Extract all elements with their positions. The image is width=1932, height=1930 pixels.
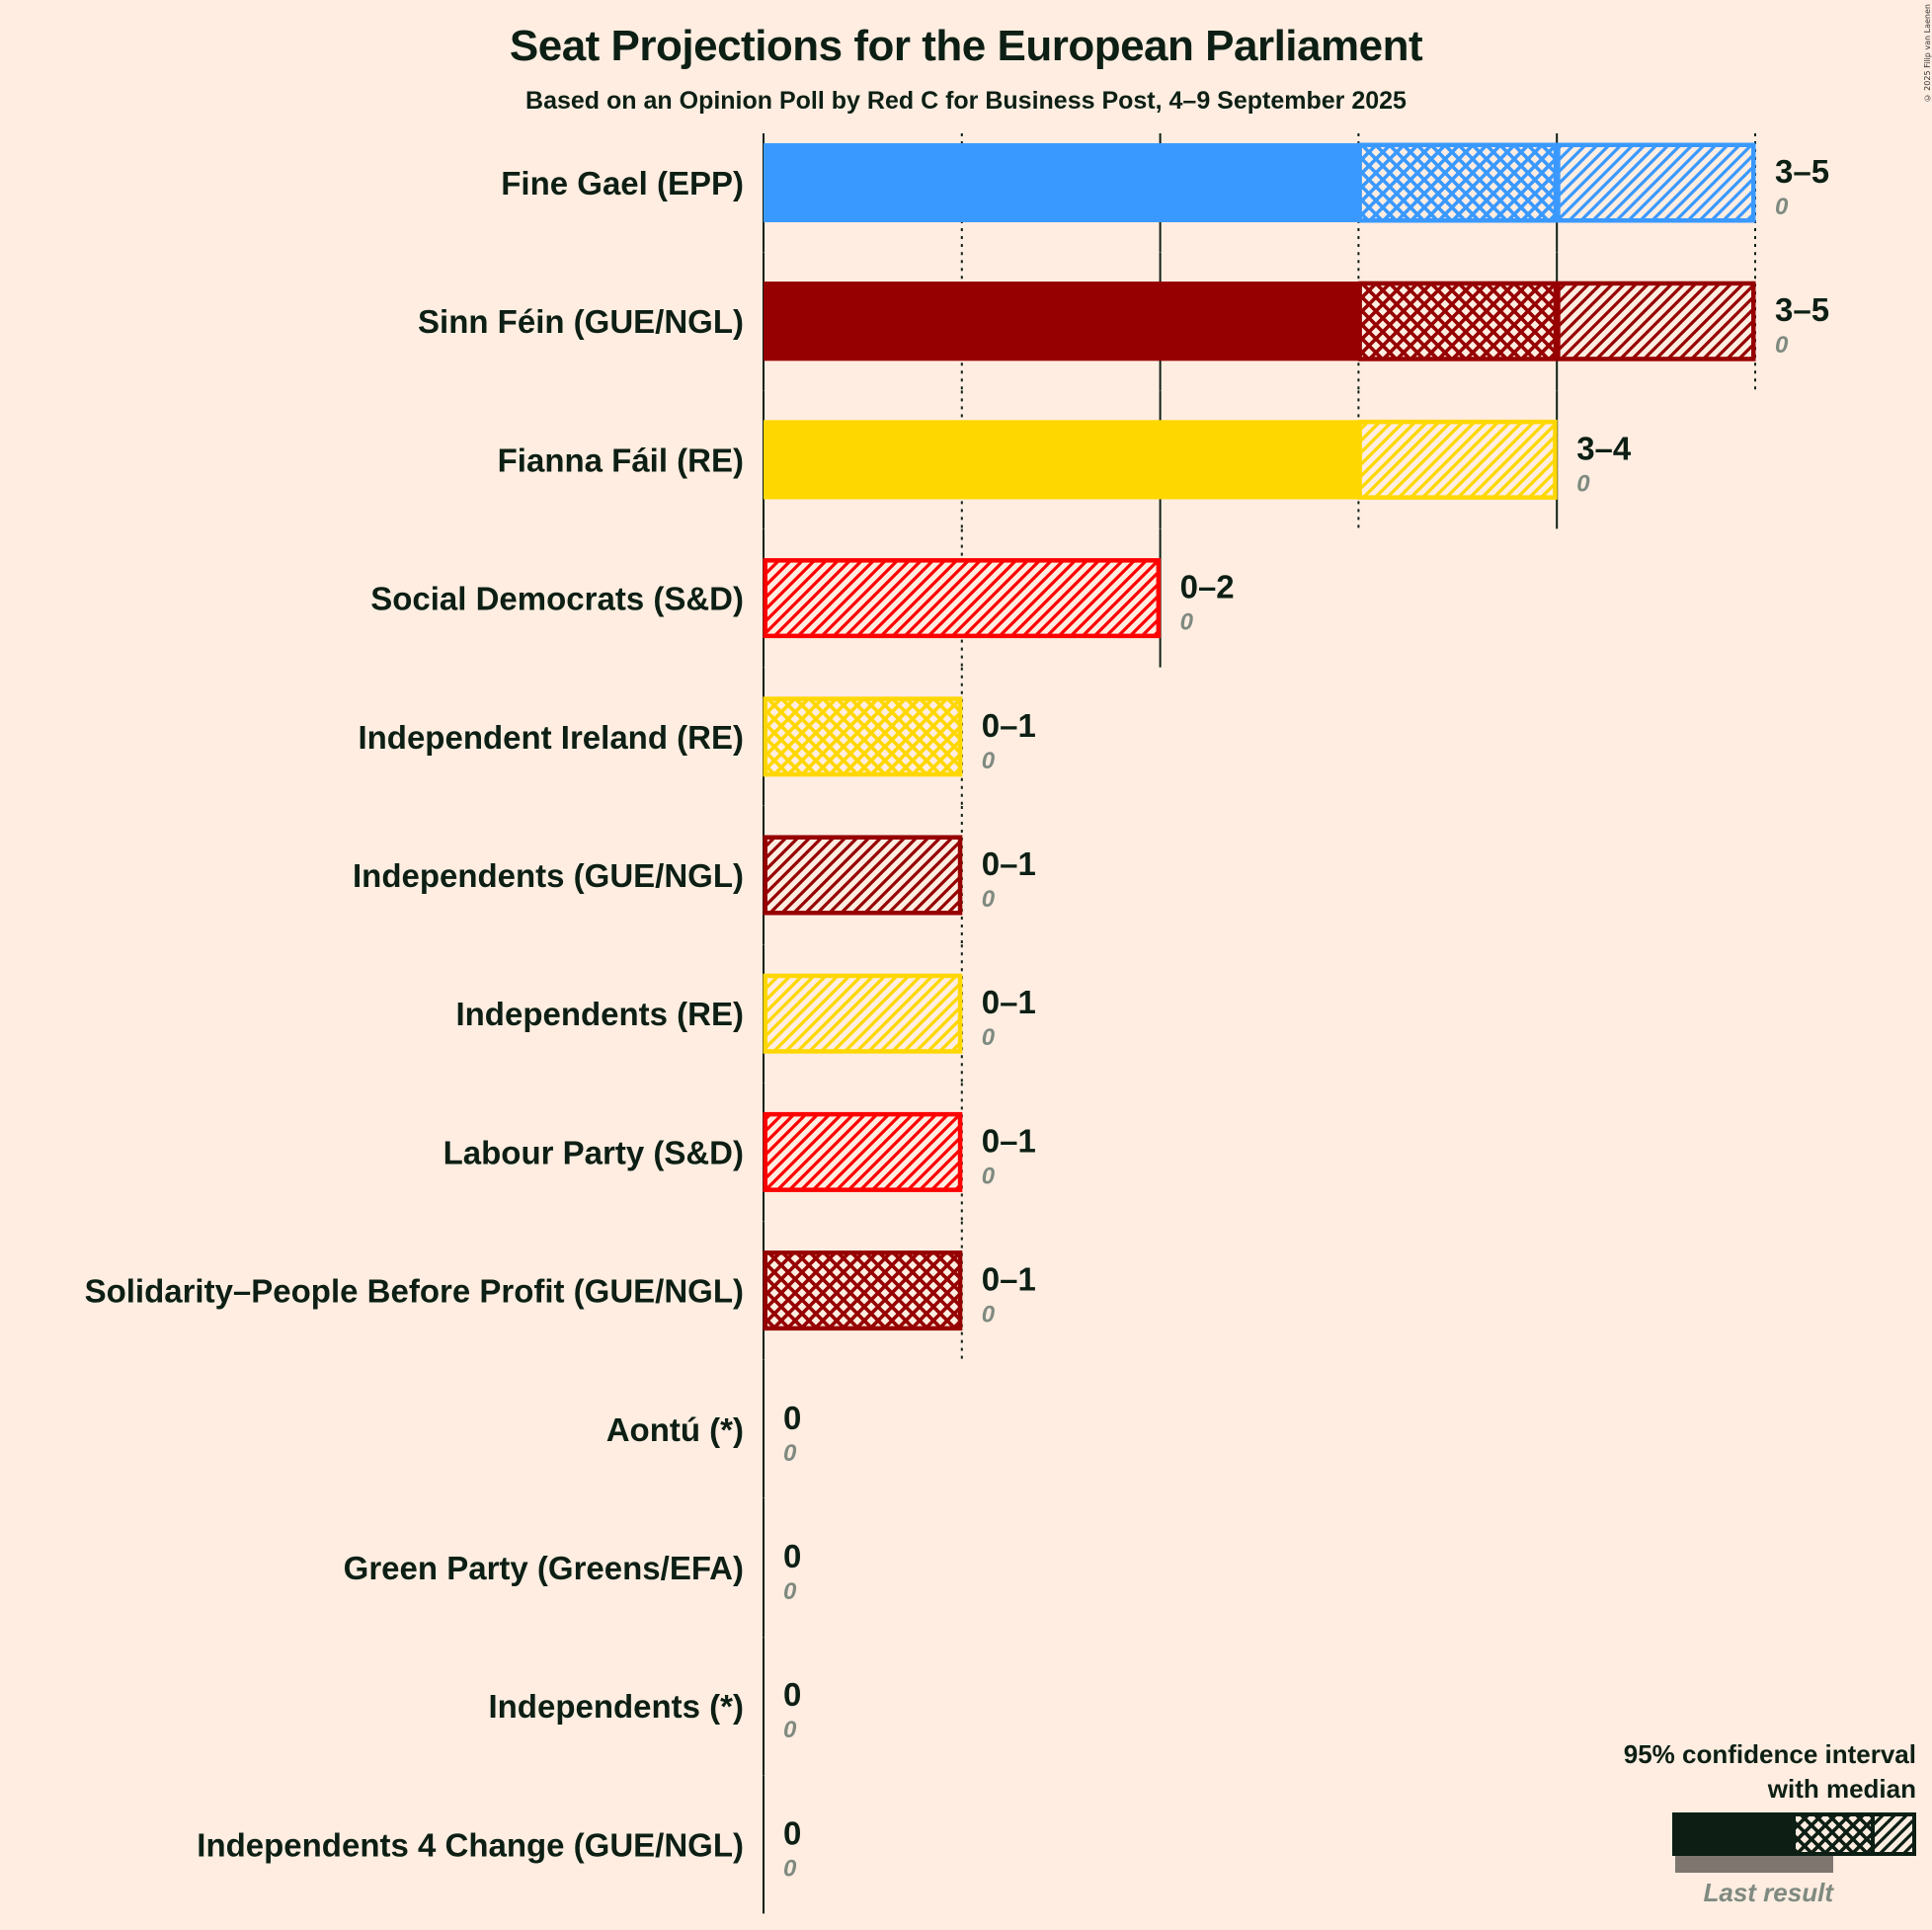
legend-solid-swatch [1672,1812,1794,1856]
range-label: 3–5 [1775,153,1829,190]
last-result-label: 0 [1576,470,1590,497]
bar-outline [764,420,1558,500]
bar-outline [764,1112,962,1192]
bar-outline [764,696,962,776]
party-label: Independents (GUE/NGL) [353,857,744,894]
last-result-label: 0 [982,886,996,913]
labels: Fine Gael (EPP) 3–5 0 Sinn Féin (GUE/NGL) 3–… [85,153,1830,1882]
bar-outline [764,1250,962,1330]
range-label: 3–5 [1775,291,1829,328]
range-label: 0–1 [982,1261,1036,1298]
range-label: 0–1 [982,845,1036,882]
range-label: 0 [783,1676,801,1713]
bar-upper-segment [1556,281,1756,362]
last-result-label: 0 [783,1578,797,1605]
bar-upper-segment [763,973,963,1054]
last-result-label: 0 [982,1163,996,1189]
bar-solid-segment [764,281,1359,362]
last-result-label: 0 [783,1440,797,1467]
bar-median-segment [1357,142,1558,223]
legend-title-line2: with median [1767,1774,1916,1804]
range-label: 3–4 [1576,430,1632,466]
range-label: 0 [783,1400,801,1436]
legend-upper-swatch [1871,1812,1916,1856]
party-label: Labour Party (S&D) [443,1134,744,1170]
party-label: Independents (*) [488,1688,744,1725]
legend-title-line1: 95% confidence interval [1624,1739,1916,1769]
last-result-label: 0 [982,1024,996,1051]
range-label: 0–1 [982,1122,1036,1159]
bar-outline [764,558,1161,638]
legend: 95% confidence interval with median Last r… [1624,1739,1916,1907]
bar-outline [764,281,1755,362]
last-result-label: 0 [1180,609,1194,636]
range-label: 0–1 [982,707,1036,744]
bar-median-segment [1357,281,1558,362]
chart-title: Seat Projections for the European Parlia… [509,22,1423,70]
party-label: Independents (RE) [455,996,744,1032]
chart-subtitle: Based on an Opinion Poll by Red C for Bu… [525,87,1407,115]
bar-upper-segment [763,1111,963,1192]
last-result-label: 0 [783,1717,797,1743]
bar-upper-segment [763,558,1162,639]
bar-upper-segment [1357,419,1558,500]
party-label: Solidarity–People Before Profit (GUE/NGL… [85,1273,744,1310]
last-result-label: 0 [783,1855,797,1882]
bar-outline [764,143,1755,222]
party-label: Aontú (*) [606,1411,744,1448]
legend-last-result-swatch [1675,1856,1833,1873]
range-label: 0 [783,1538,801,1574]
bar-solid-segment [764,143,1359,222]
bar-solid-segment [764,420,1359,500]
range-label: 0–2 [1180,569,1235,605]
bar-outline [764,836,962,915]
party-label: Sinn Féin (GUE/NGL) [418,303,744,340]
range-label: 0–1 [982,984,1036,1020]
legend-last-result-label: Last result [1704,1878,1835,1907]
bar-upper-segment [763,835,963,916]
party-label: Social Democrats (S&D) [370,581,744,617]
last-result-label: 0 [1775,332,1789,359]
last-result-label: 0 [982,1302,996,1328]
party-label: Independents 4 Change (GUE/NGL) [197,1826,744,1863]
party-label: Fianna Fáil (RE) [498,442,744,478]
range-label: 0 [783,1814,801,1851]
bar-outline [764,974,962,1054]
bar-upper-segment [1556,142,1756,223]
party-label: Fine Gael (EPP) [501,165,744,201]
party-label: Green Party (Greens/EFA) [344,1550,744,1586]
bar-median-segment [763,1250,963,1331]
bars [763,142,1756,1331]
bar-median-segment [763,696,963,777]
legend-median-swatch [1792,1812,1875,1856]
last-result-label: 0 [982,748,996,774]
party-label: Independent Ireland (RE) [358,719,744,756]
last-result-label: 0 [1775,194,1789,220]
